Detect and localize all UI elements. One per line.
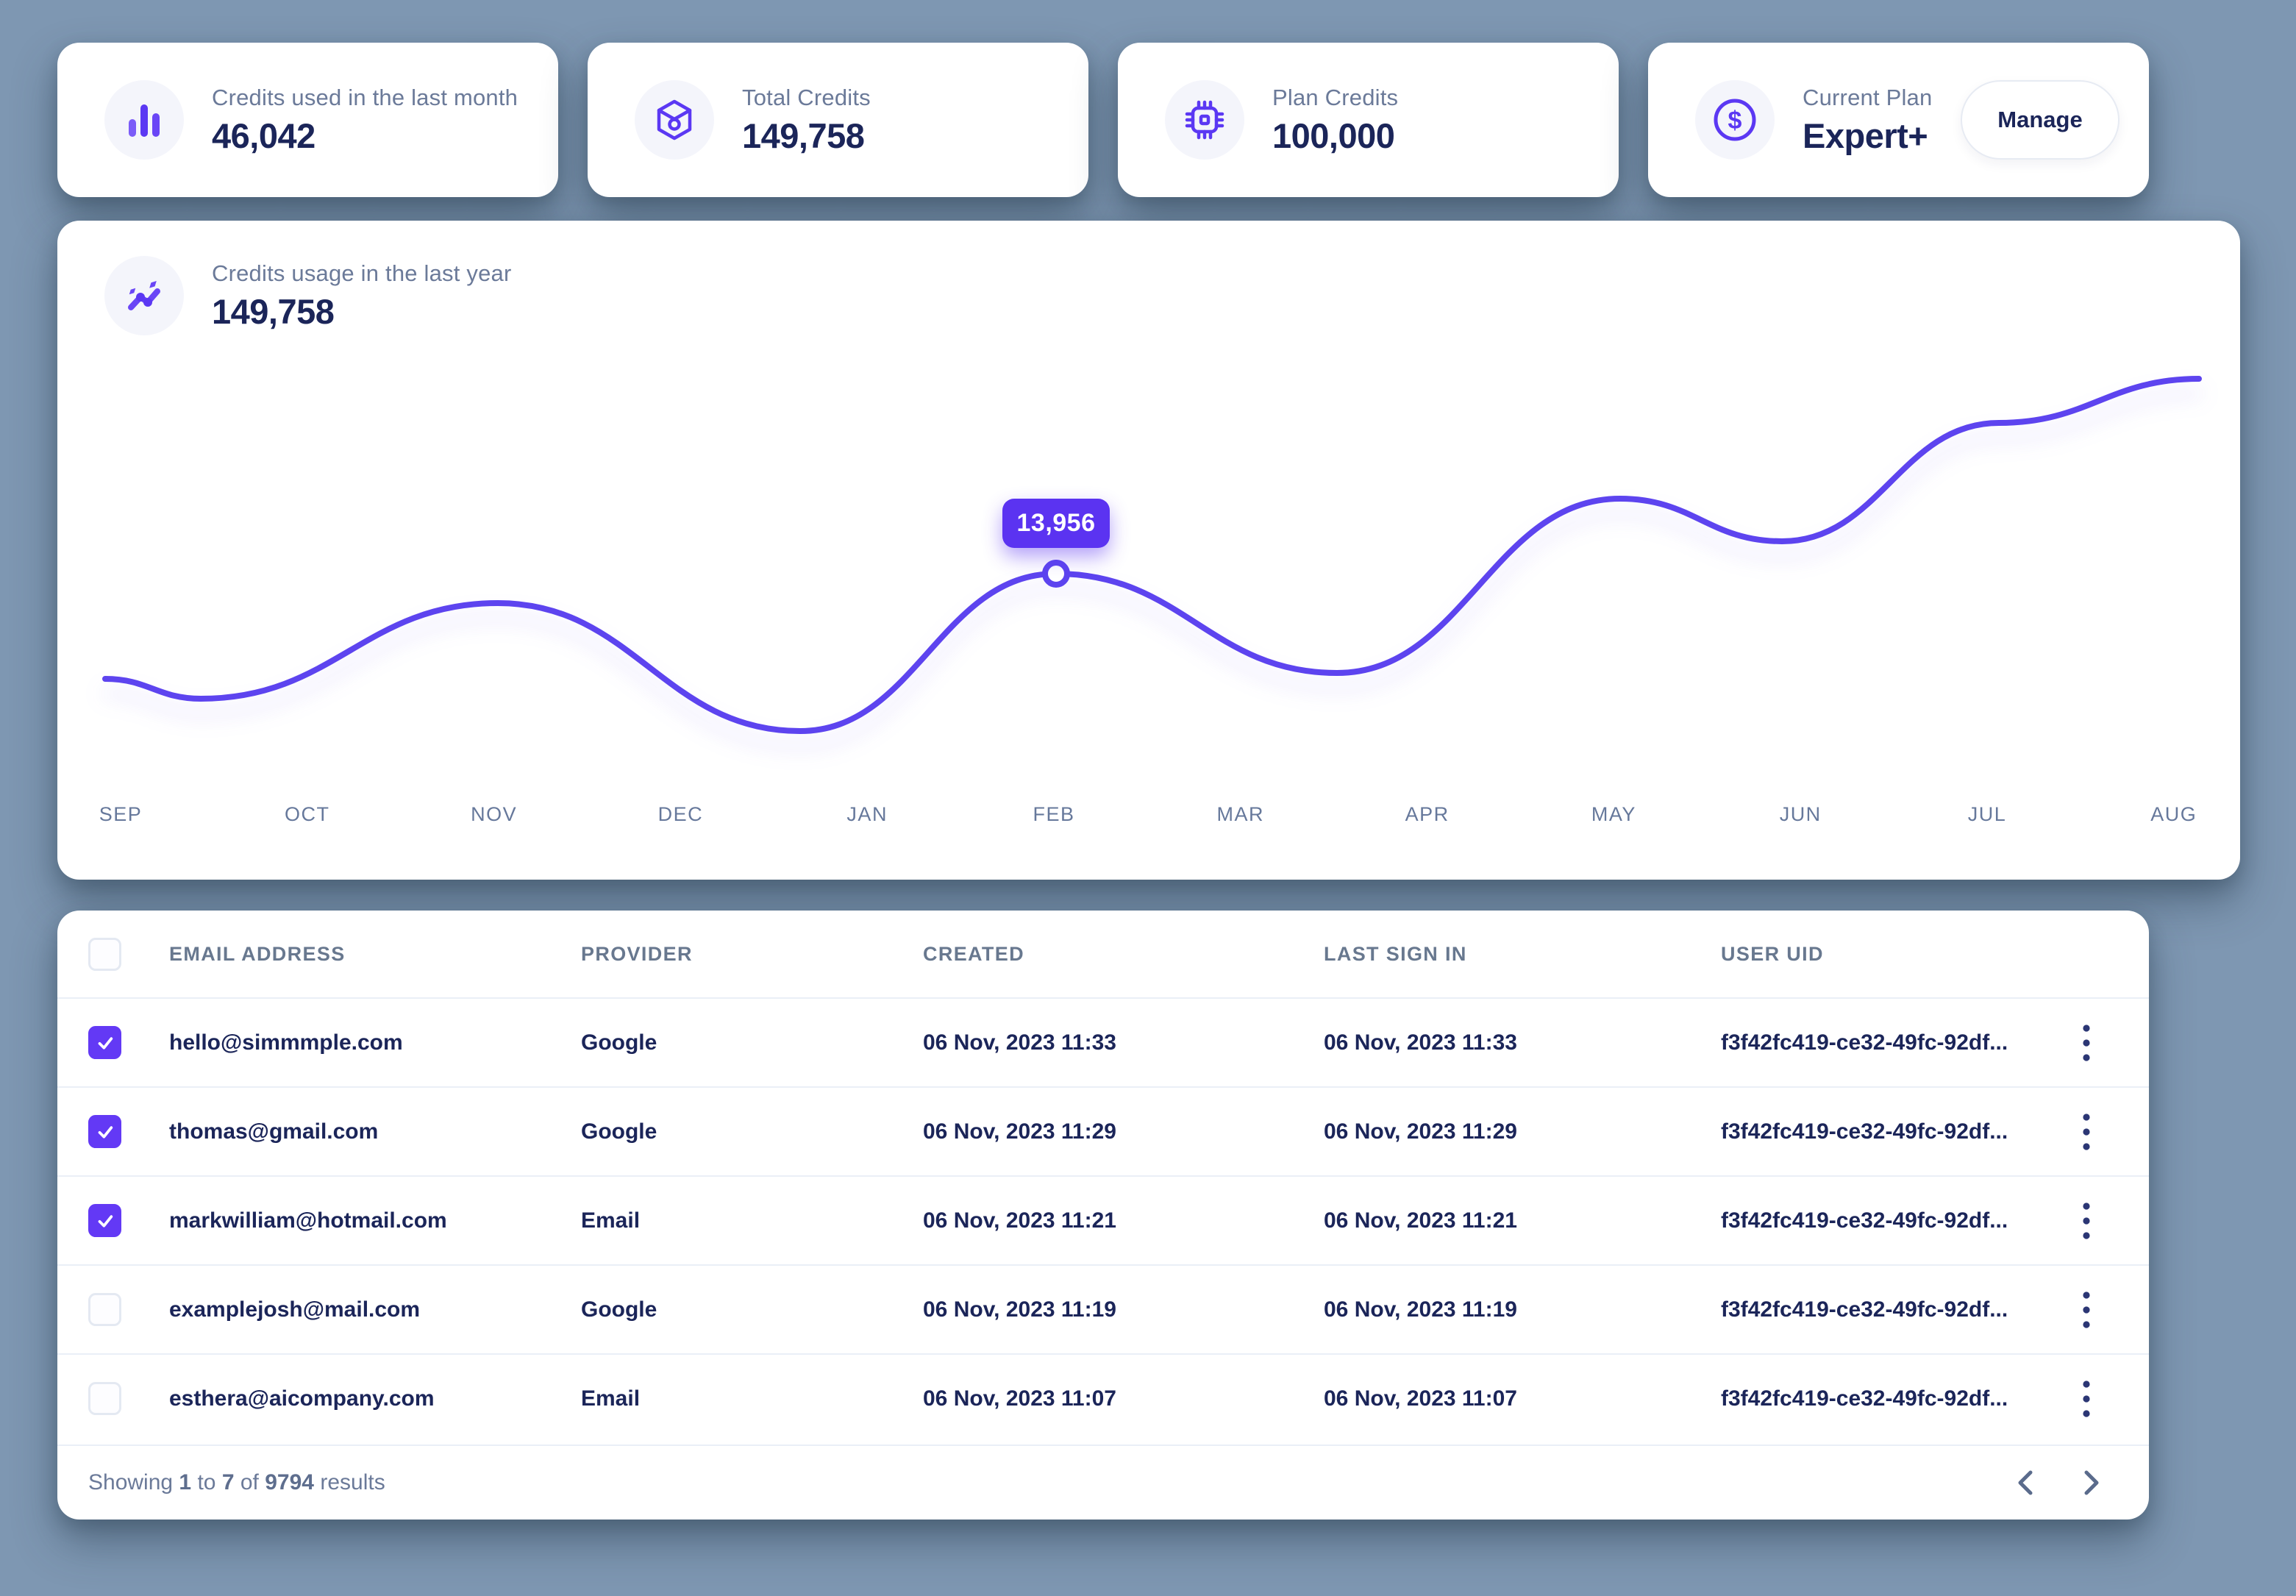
x-axis-label: AUG bbox=[2150, 803, 2197, 825]
trend-icon bbox=[104, 256, 184, 335]
user-uid-cell: f3f42fc419-ce32-49fc-92df... bbox=[1721, 1297, 2008, 1322]
row-actions-kebab-icon[interactable] bbox=[2066, 1373, 2107, 1425]
cube-icon bbox=[635, 80, 714, 160]
col-header-user-uid: USER UID bbox=[1721, 942, 1824, 965]
results-summary: Showing 1 to 7 of 9794 results bbox=[88, 1470, 385, 1495]
col-header-created: CREATED bbox=[923, 942, 1024, 965]
prev-page-chevron-left-icon[interactable] bbox=[2006, 1464, 2044, 1502]
chart-tooltip: 13,956 bbox=[1002, 499, 1110, 548]
provider-cell: Google bbox=[581, 1030, 657, 1055]
x-axis-label: NOV bbox=[471, 803, 518, 825]
stat-label: Plan Credits bbox=[1272, 84, 1399, 110]
row-actions-kebab-icon[interactable] bbox=[2066, 1195, 2107, 1247]
col-header-last-sign-in: LAST SIGN IN bbox=[1324, 942, 1467, 965]
chart-highlight-point[interactable] bbox=[1042, 560, 1070, 588]
x-axis-label: OCT bbox=[285, 803, 330, 825]
email-cell: markwilliam@hotmail.com bbox=[169, 1208, 447, 1233]
user-uid-cell: f3f42fc419-ce32-49fc-92df... bbox=[1721, 1119, 2008, 1144]
table-row: hello@simmmple.com Google 06 Nov, 2023 1… bbox=[57, 997, 2149, 1086]
col-header-provider: PROVIDER bbox=[581, 942, 693, 965]
stat-card-plan-credits: Plan Credits 100,000 bbox=[1118, 43, 1619, 197]
user-uid-cell: f3f42fc419-ce32-49fc-92df... bbox=[1721, 1386, 2008, 1411]
x-axis-label: JUN bbox=[1779, 803, 1822, 825]
row-checkbox[interactable] bbox=[88, 1382, 121, 1415]
usage-line bbox=[102, 376, 2202, 735]
row-checkbox[interactable] bbox=[88, 1026, 121, 1059]
stat-value: 46,042 bbox=[212, 115, 315, 155]
created-cell: 06 Nov, 2023 11:33 bbox=[923, 1030, 1116, 1055]
created-cell: 06 Nov, 2023 11:29 bbox=[923, 1119, 1116, 1144]
svg-text:$: $ bbox=[1728, 107, 1742, 135]
provider-cell: Google bbox=[581, 1297, 657, 1322]
x-axis-label: SEP bbox=[99, 803, 143, 825]
chip-icon bbox=[1165, 80, 1244, 160]
select-all-checkbox[interactable] bbox=[88, 937, 121, 971]
chart-total-value: 149,758 bbox=[212, 291, 335, 331]
next-page-chevron-right-icon[interactable] bbox=[2072, 1464, 2111, 1502]
table-row: examplejosh@mail.com Google 06 Nov, 2023… bbox=[57, 1264, 2149, 1353]
created-cell: 06 Nov, 2023 11:21 bbox=[923, 1208, 1116, 1233]
x-axis-label: FEB bbox=[1033, 803, 1075, 825]
users-table-card: EMAIL ADDRESS PROVIDER CREATED LAST SIGN… bbox=[57, 911, 2149, 1520]
provider-cell: Email bbox=[581, 1386, 641, 1411]
stat-label: Credits used in the last month bbox=[212, 84, 518, 110]
email-cell: esthera@aicompany.com bbox=[169, 1386, 435, 1411]
last-sign-in-cell: 06 Nov, 2023 11:33 bbox=[1324, 1030, 1517, 1055]
x-axis-label: DEC bbox=[657, 803, 704, 825]
created-cell: 06 Nov, 2023 11:07 bbox=[923, 1386, 1116, 1411]
row-actions-kebab-icon[interactable] bbox=[2066, 1017, 2107, 1069]
user-uid-cell: f3f42fc419-ce32-49fc-92df... bbox=[1721, 1030, 2008, 1055]
stat-card-current-plan: $ Current Plan Expert+ Manage bbox=[1648, 43, 2149, 197]
stat-label: Current Plan bbox=[1803, 84, 1933, 110]
stat-label: Total Credits bbox=[742, 84, 871, 110]
row-actions-kebab-icon[interactable] bbox=[2066, 1284, 2107, 1336]
email-cell: examplejosh@mail.com bbox=[169, 1297, 421, 1322]
email-cell: thomas@gmail.com bbox=[169, 1119, 379, 1144]
usage-line-chart: 13,956 SEP OCT NOV DEC JAN FEB MAR APR MAY JUN JUL… bbox=[57, 353, 2240, 825]
created-cell: 06 Nov, 2023 11:19 bbox=[923, 1297, 1116, 1322]
x-axis-label: JAN bbox=[846, 803, 888, 825]
bar-chart-icon bbox=[104, 80, 184, 160]
dollar-icon: $ bbox=[1695, 80, 1775, 160]
col-header-email: EMAIL ADDRESS bbox=[169, 942, 346, 965]
stat-card-credits-used: Credits used in the last month 46,042 bbox=[57, 43, 558, 197]
table-row: markwilliam@hotmail.com Email 06 Nov, 20… bbox=[57, 1175, 2149, 1264]
last-sign-in-cell: 06 Nov, 2023 11:07 bbox=[1324, 1386, 1517, 1411]
chart-tooltip-value: 13,956 bbox=[1016, 509, 1096, 537]
row-checkbox[interactable] bbox=[88, 1293, 121, 1326]
last-sign-in-cell: 06 Nov, 2023 11:29 bbox=[1324, 1119, 1517, 1144]
email-cell: hello@simmmple.com bbox=[169, 1030, 403, 1055]
stat-value: 149,758 bbox=[742, 115, 865, 155]
chart-title: Credits usage in the last year bbox=[212, 260, 512, 286]
x-axis: SEP OCT NOV DEC JAN FEB MAR APR MAY JUN JUL AUG bbox=[57, 803, 2240, 833]
table-row: thomas@gmail.com Google 06 Nov, 2023 11:… bbox=[57, 1086, 2149, 1175]
provider-cell: Google bbox=[581, 1119, 657, 1144]
stat-card-total-credits: Total Credits 149,758 bbox=[588, 43, 1088, 197]
x-axis-label: MAY bbox=[1591, 803, 1636, 825]
x-axis-label: JUL bbox=[1967, 803, 2007, 825]
row-checkbox[interactable] bbox=[88, 1115, 121, 1148]
row-actions-kebab-icon[interactable] bbox=[2066, 1106, 2107, 1158]
stat-value: 100,000 bbox=[1272, 115, 1395, 155]
provider-cell: Email bbox=[581, 1208, 641, 1233]
table-footer: Showing 1 to 7 of 9794 results bbox=[57, 1444, 2149, 1520]
stat-value: Expert+ bbox=[1803, 115, 1928, 155]
table-row: esthera@aicompany.com Email 06 Nov, 2023… bbox=[57, 1353, 2149, 1442]
x-axis-label: MAR bbox=[1216, 803, 1265, 825]
manage-plan-button[interactable]: Manage bbox=[1961, 80, 2119, 160]
user-uid-cell: f3f42fc419-ce32-49fc-92df... bbox=[1721, 1208, 2008, 1233]
table-header-row: EMAIL ADDRESS PROVIDER CREATED LAST SIGN… bbox=[57, 911, 2149, 997]
credits-usage-card: Credits usage in the last year 149,758 1… bbox=[57, 221, 2240, 880]
last-sign-in-cell: 06 Nov, 2023 11:19 bbox=[1324, 1297, 1517, 1322]
x-axis-label: APR bbox=[1405, 803, 1450, 825]
row-checkbox[interactable] bbox=[88, 1204, 121, 1237]
last-sign-in-cell: 06 Nov, 2023 11:21 bbox=[1324, 1208, 1517, 1233]
